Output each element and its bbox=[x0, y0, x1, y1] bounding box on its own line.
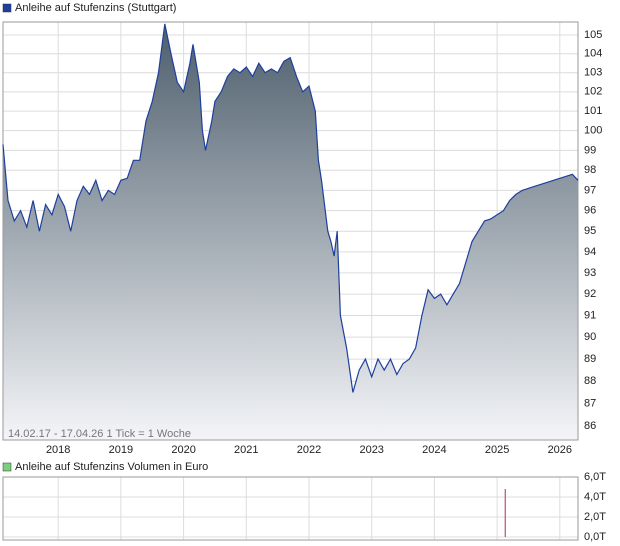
x-tick-label: 2020 bbox=[171, 444, 195, 456]
x-tick-label: 2018 bbox=[46, 444, 70, 456]
y-tick-label: 87 bbox=[584, 398, 596, 410]
x-tick-label: 2025 bbox=[485, 444, 509, 456]
y-tick-label: 100 bbox=[584, 125, 602, 137]
y-tick-label: 86 bbox=[584, 420, 596, 432]
legend-swatch bbox=[2, 462, 12, 472]
volume-bar bbox=[504, 489, 506, 537]
y-tick-label: 97 bbox=[584, 184, 596, 196]
price-line bbox=[2, 23, 579, 393]
y-tick-label: 4,0T bbox=[584, 491, 606, 503]
y-tick-label: 92 bbox=[584, 288, 596, 300]
y-tick-label: 102 bbox=[584, 86, 602, 98]
y-tick-label: 89 bbox=[584, 353, 596, 365]
legend-swatch bbox=[2, 3, 12, 13]
date-note: 14.02.17 - 17.04.26 1 Tick = 1 Woche bbox=[8, 428, 191, 440]
y-tick-label: 6,0T bbox=[584, 471, 606, 483]
x-tick-label: 2023 bbox=[359, 444, 383, 456]
y-tick-label: 90 bbox=[584, 331, 596, 343]
x-tick-label: 2021 bbox=[234, 444, 258, 456]
y-tick-label: 95 bbox=[584, 225, 596, 237]
y-tick-label: 98 bbox=[584, 164, 596, 176]
area-fill bbox=[3, 23, 578, 441]
y-tick-label: 91 bbox=[584, 309, 596, 321]
y-tick-label: 88 bbox=[584, 375, 596, 387]
y-tick-label: 101 bbox=[584, 105, 602, 117]
y-tick-label: 99 bbox=[584, 144, 596, 156]
legend-label: Anleihe auf Stufenzins (Stuttgart) bbox=[15, 2, 176, 14]
legend-label: Anleihe auf Stufenzins Volumen in Euro bbox=[15, 461, 208, 473]
y-tick-label: 94 bbox=[584, 246, 596, 258]
y-tick-label: 96 bbox=[584, 205, 596, 217]
y-tick-label: 0,0T bbox=[584, 531, 606, 543]
plot-frame bbox=[2, 21, 579, 441]
y-tick-label: 2,0T bbox=[584, 511, 606, 523]
x-tick-label: 2019 bbox=[109, 444, 133, 456]
y-tick-label: 93 bbox=[584, 267, 596, 279]
y-tick-label: 104 bbox=[584, 48, 602, 60]
x-tick-label: 2024 bbox=[422, 444, 446, 456]
y-tick-label: 105 bbox=[584, 29, 602, 41]
x-tick-label: 2022 bbox=[297, 444, 321, 456]
plot-frame bbox=[2, 476, 579, 541]
x-tick-label: 2026 bbox=[548, 444, 572, 456]
y-tick-label: 103 bbox=[584, 67, 602, 79]
